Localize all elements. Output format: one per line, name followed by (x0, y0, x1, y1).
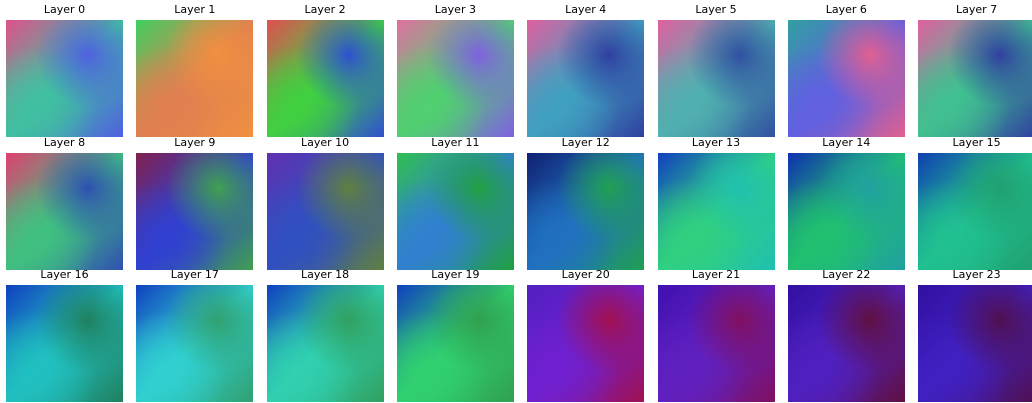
layer-grid: Layer 0 Layer 1 Layer 2 Layer 3 Layer 4 Layer… (0, 0, 1032, 403)
layer-image (6, 20, 123, 137)
layer-image (788, 153, 905, 270)
layer-image (136, 153, 253, 270)
panel-title: Layer 12 (527, 136, 644, 149)
layer-image (397, 20, 514, 137)
layer-image (267, 153, 384, 270)
layer-image (527, 285, 644, 402)
layer-image (527, 20, 644, 137)
layer-image (788, 20, 905, 137)
panel-title: Layer 5 (658, 3, 775, 16)
panel-title: Layer 16 (6, 268, 123, 281)
panel-title: Layer 4 (527, 3, 644, 16)
panel-title: Layer 3 (397, 3, 514, 16)
panel-title: Layer 14 (788, 136, 905, 149)
layer-image (397, 285, 514, 402)
panel-title: Layer 19 (397, 268, 514, 281)
panel-title: Layer 22 (788, 268, 905, 281)
panel-title: Layer 9 (136, 136, 253, 149)
panel-title: Layer 18 (267, 268, 384, 281)
panel-title: Layer 0 (6, 3, 123, 16)
layer-image (397, 153, 514, 270)
layer-image (658, 153, 775, 270)
layer-image (918, 285, 1032, 402)
layer-image (267, 20, 384, 137)
panel-title: Layer 8 (6, 136, 123, 149)
layer-image (788, 285, 905, 402)
layer-image (918, 153, 1032, 270)
panel-title: Layer 17 (136, 268, 253, 281)
panel-title: Layer 2 (267, 3, 384, 16)
layer-image (136, 20, 253, 137)
panel-title: Layer 11 (397, 136, 514, 149)
layer-image (658, 20, 775, 137)
layer-image (6, 153, 123, 270)
panel-title: Layer 6 (788, 3, 905, 16)
panel-title: Layer 7 (918, 3, 1032, 16)
panel-title: Layer 21 (658, 268, 775, 281)
layer-image (658, 285, 775, 402)
panel-title: Layer 20 (527, 268, 644, 281)
layer-image (6, 285, 123, 402)
layer-image (267, 285, 384, 402)
panel-title: Layer 13 (658, 136, 775, 149)
panel-title: Layer 1 (136, 3, 253, 16)
layer-image (136, 285, 253, 402)
panel-title: Layer 15 (918, 136, 1032, 149)
panel-title: Layer 23 (918, 268, 1032, 281)
layer-image (527, 153, 644, 270)
layer-image (918, 20, 1032, 137)
panel-title: Layer 10 (267, 136, 384, 149)
